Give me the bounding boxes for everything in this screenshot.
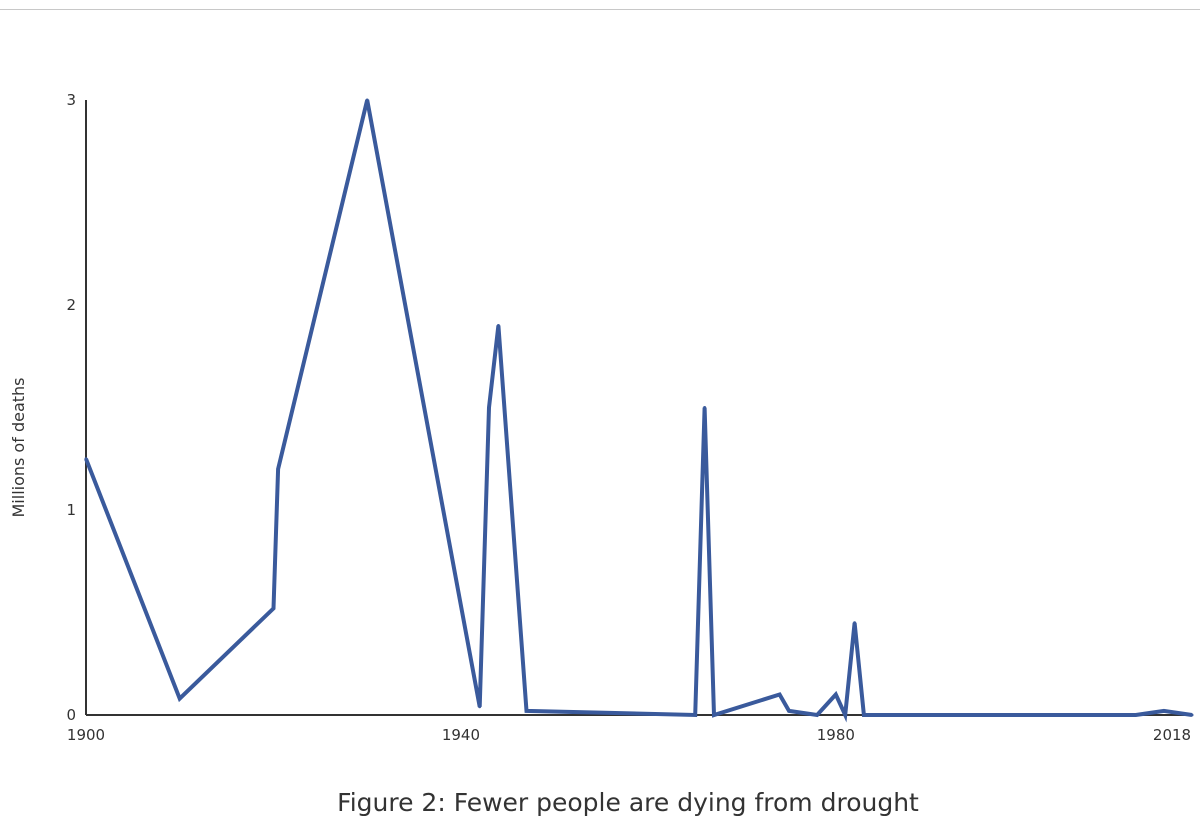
data-point — [853, 621, 857, 625]
data-point — [478, 705, 482, 709]
data-point — [834, 693, 838, 696]
data-point — [1021, 713, 1025, 717]
data-point — [843, 713, 847, 717]
series-line — [84, 99, 1193, 723]
y-tick-label: 1 — [66, 501, 76, 519]
top-divider — [0, 9, 1200, 10]
y-tick-label: 2 — [66, 296, 76, 314]
data-point — [778, 693, 782, 696]
x-tick-label: 1980 — [817, 726, 855, 744]
y-tick-label: 0 — [66, 706, 76, 724]
x-tick-label: 1940 — [442, 726, 480, 744]
chart-series — [84, 98, 1194, 723]
y-axis-title: Millions of deaths — [9, 378, 28, 518]
chart-axes — [85, 100, 1192, 716]
x-tick-label: 2018 — [1153, 726, 1191, 744]
data-point — [928, 713, 932, 717]
data-point — [712, 713, 716, 717]
data-point — [1190, 713, 1194, 717]
data-point — [1162, 709, 1166, 713]
data-point — [84, 457, 88, 461]
data-point — [178, 697, 182, 701]
drought-deaths-line-chart: 0 1 2 3 1900 1940 1980 2018 Millions of deaths — [9, 91, 1194, 744]
data-point — [815, 713, 819, 717]
x-tick-label: 1900 — [67, 726, 105, 744]
y-tick-label: 3 — [66, 91, 76, 109]
data-point — [787, 709, 791, 713]
figure-caption: Figure 2: Fewer people are dying from dr… — [337, 788, 919, 817]
data-point — [862, 713, 866, 717]
data-point — [1134, 713, 1138, 717]
data-point — [525, 709, 529, 713]
data-point — [487, 406, 491, 409]
chart-ticks: 0 1 2 3 1900 1940 1980 2018 Millions of deaths — [9, 91, 1191, 744]
data-point — [693, 713, 697, 717]
data-point — [271, 606, 275, 610]
data-point — [276, 467, 280, 471]
data-point — [496, 324, 500, 327]
data-point — [365, 98, 369, 102]
data-point — [1115, 713, 1119, 717]
data-point — [703, 406, 707, 409]
